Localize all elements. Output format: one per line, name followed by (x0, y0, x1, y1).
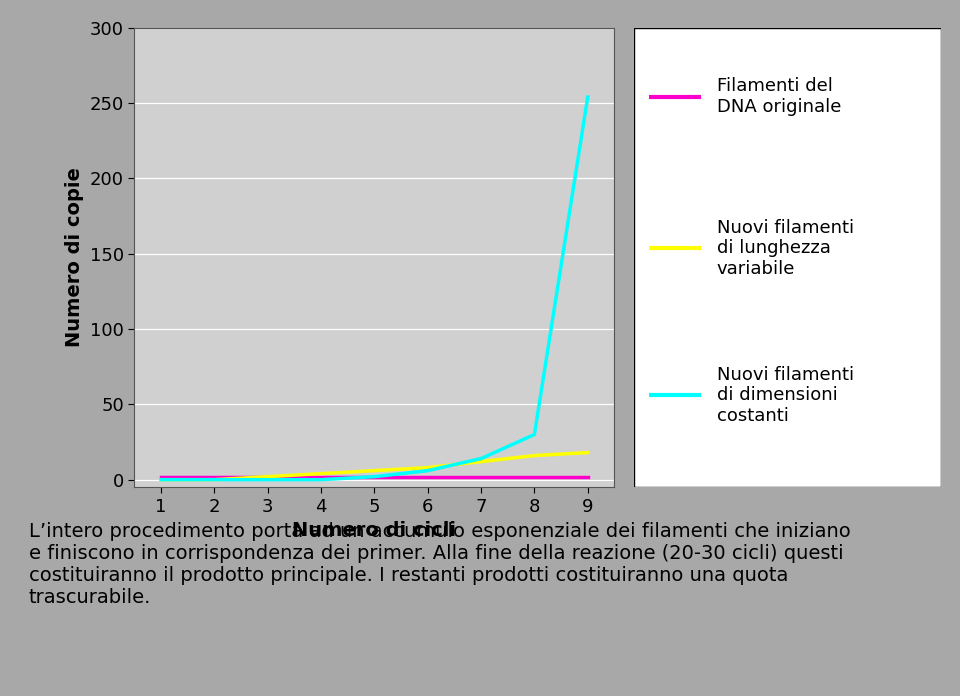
FancyBboxPatch shape (634, 28, 941, 487)
Y-axis label: Numero di copie: Numero di copie (65, 168, 84, 347)
Text: Nuovi filamenti
di lunghezza
variabile: Nuovi filamenti di lunghezza variabile (716, 219, 853, 278)
X-axis label: Numero di cicli: Numero di cicli (293, 521, 456, 540)
Text: Filamenti del
DNA originale: Filamenti del DNA originale (716, 77, 841, 116)
Text: Nuovi filamenti
di dimensioni
costanti: Nuovi filamenti di dimensioni costanti (716, 365, 853, 425)
Text: L’intero procedimento porta ad un accumulo esponenziale dei filamenti che inizia: L’intero procedimento porta ad un accumu… (29, 522, 851, 607)
